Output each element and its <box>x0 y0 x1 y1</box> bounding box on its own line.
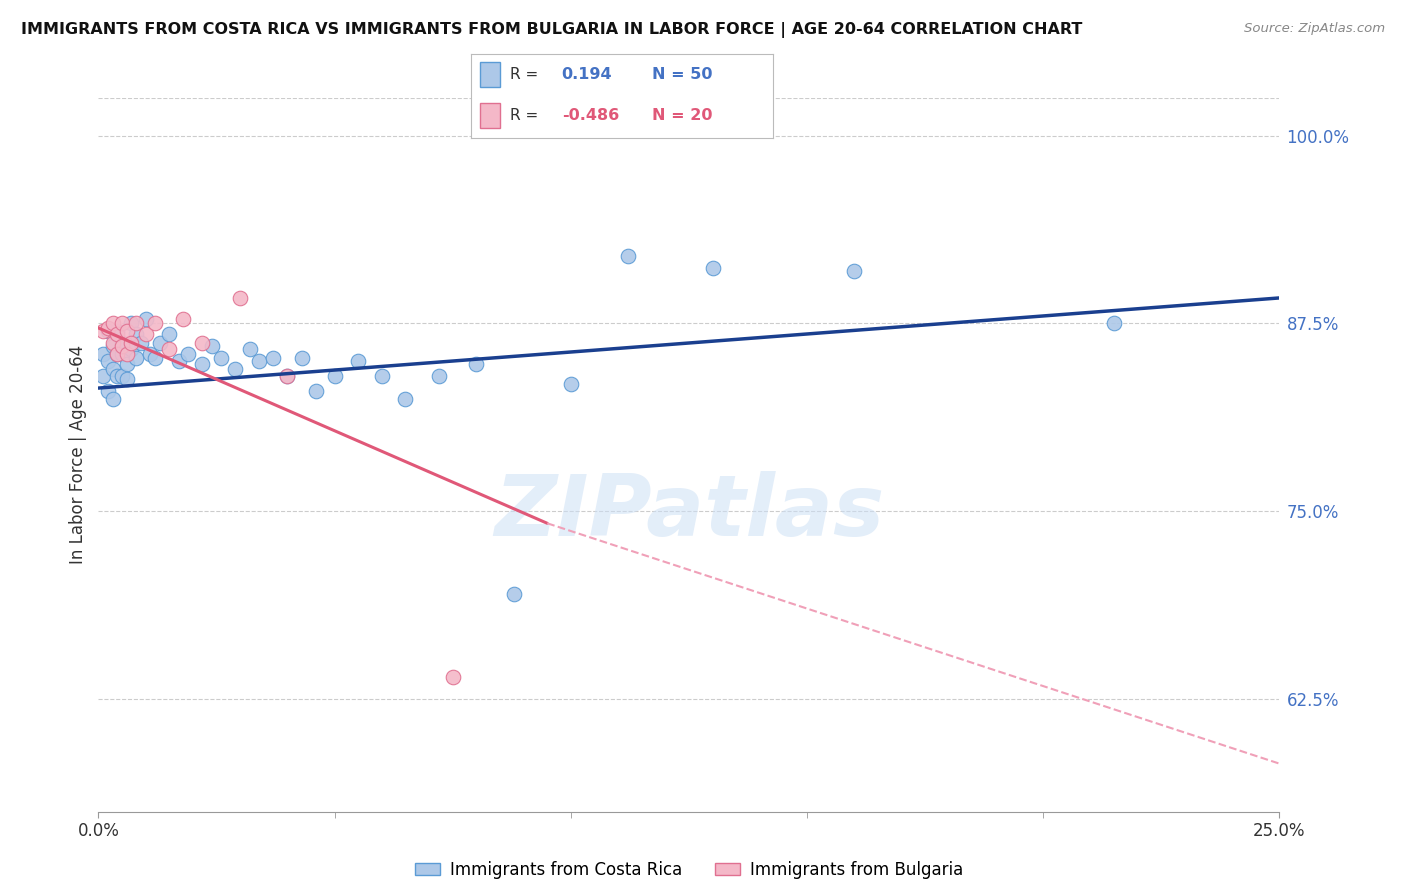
Point <box>135 326 157 341</box>
Point <box>91 369 114 384</box>
Point <box>427 369 450 384</box>
Text: Source: ZipAtlas.com: Source: ZipAtlas.com <box>1244 22 1385 36</box>
Point <box>105 369 128 384</box>
Text: R =: R = <box>510 67 538 82</box>
Point <box>844 264 866 278</box>
Point <box>105 346 128 360</box>
Point <box>276 369 298 384</box>
Point <box>247 354 270 368</box>
Point <box>465 357 488 371</box>
Point <box>101 392 124 406</box>
Point <box>239 342 262 356</box>
Point <box>121 336 143 351</box>
Point <box>111 346 134 360</box>
Point <box>157 342 180 356</box>
Point <box>111 336 134 351</box>
Point <box>111 317 134 331</box>
Point <box>560 376 582 391</box>
Point <box>149 336 172 351</box>
Point <box>347 354 370 368</box>
Point <box>305 384 328 398</box>
Text: R =: R = <box>510 108 538 123</box>
Point <box>97 324 120 338</box>
Point <box>111 339 134 353</box>
Point <box>121 317 143 331</box>
Point <box>394 392 416 406</box>
Point <box>115 357 138 371</box>
Point <box>191 357 214 371</box>
Point <box>616 249 638 263</box>
Point <box>105 346 128 360</box>
Point <box>371 369 394 384</box>
Point <box>97 321 120 335</box>
Point <box>1102 317 1125 331</box>
Point <box>139 346 162 360</box>
Point <box>129 336 152 351</box>
Point <box>121 342 143 356</box>
Point <box>97 384 120 398</box>
Point <box>702 260 724 275</box>
Point <box>115 372 138 386</box>
Point <box>276 369 298 384</box>
Point <box>157 326 180 341</box>
Point <box>105 324 128 338</box>
Text: ZIPatlas: ZIPatlas <box>494 470 884 554</box>
Point <box>125 317 148 331</box>
Point <box>224 361 246 376</box>
Point <box>262 351 284 365</box>
Point <box>135 312 157 326</box>
Point <box>105 326 128 341</box>
Point <box>101 336 124 351</box>
Y-axis label: In Labor Force | Age 20-64: In Labor Force | Age 20-64 <box>69 345 87 565</box>
Point <box>91 346 114 360</box>
Point <box>323 369 346 384</box>
Point <box>191 336 214 351</box>
Point <box>91 324 114 338</box>
Point <box>172 312 194 326</box>
Point <box>115 346 138 360</box>
Point <box>101 361 124 376</box>
Point <box>201 339 224 353</box>
Bar <box>479 103 499 128</box>
Point <box>441 669 464 683</box>
Text: IMMIGRANTS FROM COSTA RICA VS IMMIGRANTS FROM BULGARIA IN LABOR FORCE | AGE 20-6: IMMIGRANTS FROM COSTA RICA VS IMMIGRANTS… <box>21 22 1083 38</box>
Point <box>125 351 148 365</box>
Text: N = 50: N = 50 <box>652 67 713 82</box>
Point <box>115 324 138 338</box>
Point <box>209 351 232 365</box>
Point <box>229 291 252 305</box>
Bar <box>479 62 499 87</box>
Point <box>111 369 134 384</box>
Text: 0.194: 0.194 <box>562 67 613 82</box>
Text: N = 20: N = 20 <box>652 108 713 123</box>
Point <box>125 326 148 341</box>
Point <box>503 587 526 601</box>
Point <box>101 317 124 331</box>
Text: -0.486: -0.486 <box>562 108 619 123</box>
Point <box>167 354 190 368</box>
Point <box>101 339 124 353</box>
Point <box>290 351 312 365</box>
Point <box>177 346 200 360</box>
Legend: Immigrants from Costa Rica, Immigrants from Bulgaria: Immigrants from Costa Rica, Immigrants f… <box>408 855 970 886</box>
Point <box>143 317 166 331</box>
Point <box>97 354 120 368</box>
Point <box>143 351 166 365</box>
